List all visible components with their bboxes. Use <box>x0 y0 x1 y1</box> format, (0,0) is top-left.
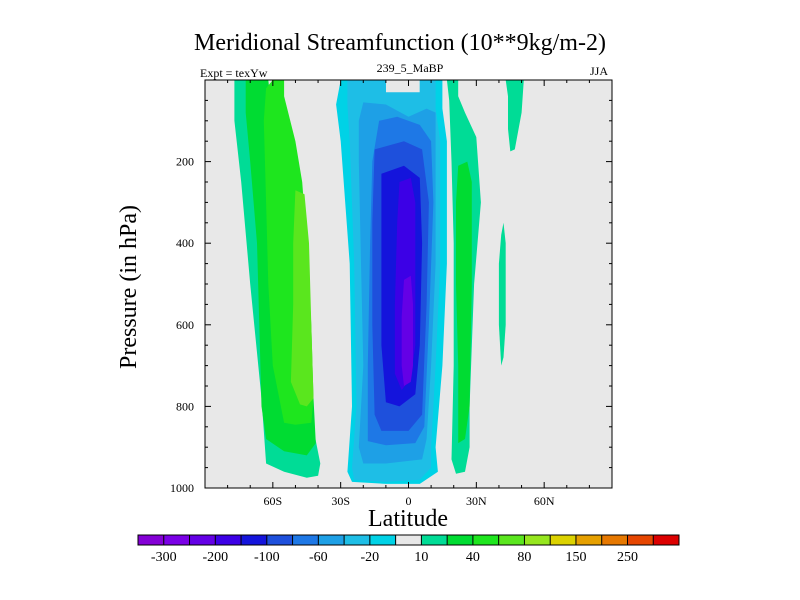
colorbar-swatch <box>498 535 525 545</box>
colorbar-swatch <box>524 535 551 545</box>
contour-region <box>498 222 506 366</box>
colorbar-swatch <box>395 535 422 545</box>
x-axis-label: Latitude <box>368 506 448 532</box>
colorbar-label: 40 <box>466 550 480 565</box>
colorbar-swatch <box>421 535 448 545</box>
colorbar-swatch <box>215 535 242 545</box>
colorbar-swatch <box>318 535 345 545</box>
colorbar-label: 10 <box>414 550 428 565</box>
colorbar-swatch <box>189 535 216 545</box>
y-axis-label: Pressure (in hPa) <box>116 205 142 369</box>
y-tick-label: 200 <box>176 155 194 169</box>
plot-area: 60S 30S 0 30N 60N 200 400 600 800 1000 <box>170 79 613 508</box>
colorbar-label: 250 <box>617 550 638 565</box>
colorbar-label: -20 <box>361 550 380 565</box>
y-tick-label: 1000 <box>170 481 194 495</box>
colorbar-swatch <box>241 535 268 545</box>
contour-region <box>456 161 472 444</box>
contour-region <box>505 80 524 152</box>
experiment-label: Expt = texYw <box>200 66 268 80</box>
y-tick-label: 400 <box>176 236 194 250</box>
colorbar-swatch <box>344 535 371 545</box>
colorbar-swatch <box>163 535 190 545</box>
colorbar-swatch <box>292 535 319 545</box>
x-tick-label: 60N <box>534 494 555 508</box>
period-label: 239_5_MaBP <box>376 61 444 75</box>
y-tick-label: 800 <box>176 399 194 413</box>
colorbar-label: 80 <box>517 550 531 565</box>
contour-regions <box>234 80 524 484</box>
colorbar-label: -300 <box>151 550 177 565</box>
colorbar-swatch <box>369 535 396 545</box>
colorbar-swatch <box>601 535 628 545</box>
colorbar-swatch <box>653 535 680 545</box>
colorbar-swatch <box>138 535 165 545</box>
colorbar-swatch <box>575 535 603 545</box>
colorbar: -300 -200 -100 -60 -20 10 40 80 150 250 <box>137 534 680 565</box>
colorbar-label: -100 <box>254 550 280 565</box>
colorbar-swatch <box>472 535 499 545</box>
x-tick-label: 30S <box>331 494 350 508</box>
x-tick-label: 0 <box>406 494 412 508</box>
contour-region <box>401 275 413 386</box>
colorbar-label: -60 <box>309 550 328 565</box>
colorbar-frame <box>137 534 680 546</box>
chart-title: Meridional Streamfunction (10**9kg/m-2) <box>194 30 606 56</box>
y-tick-label: 600 <box>176 318 194 332</box>
contour-region <box>290 190 314 407</box>
colorbar-label: 150 <box>565 550 586 565</box>
axis-ticks: 60S 30S 0 30N 60N 200 400 600 800 1000 <box>170 80 613 508</box>
colorbar-swatch <box>550 535 577 545</box>
colorbar-swatch <box>627 535 654 545</box>
colorbar-label: -200 <box>202 550 228 565</box>
x-tick-label: 30N <box>466 494 487 508</box>
season-label: JJA <box>590 64 609 78</box>
x-tick-label: 60S <box>263 494 282 508</box>
colorbar-swatch <box>266 535 293 545</box>
colorbar-swatch <box>447 535 474 545</box>
